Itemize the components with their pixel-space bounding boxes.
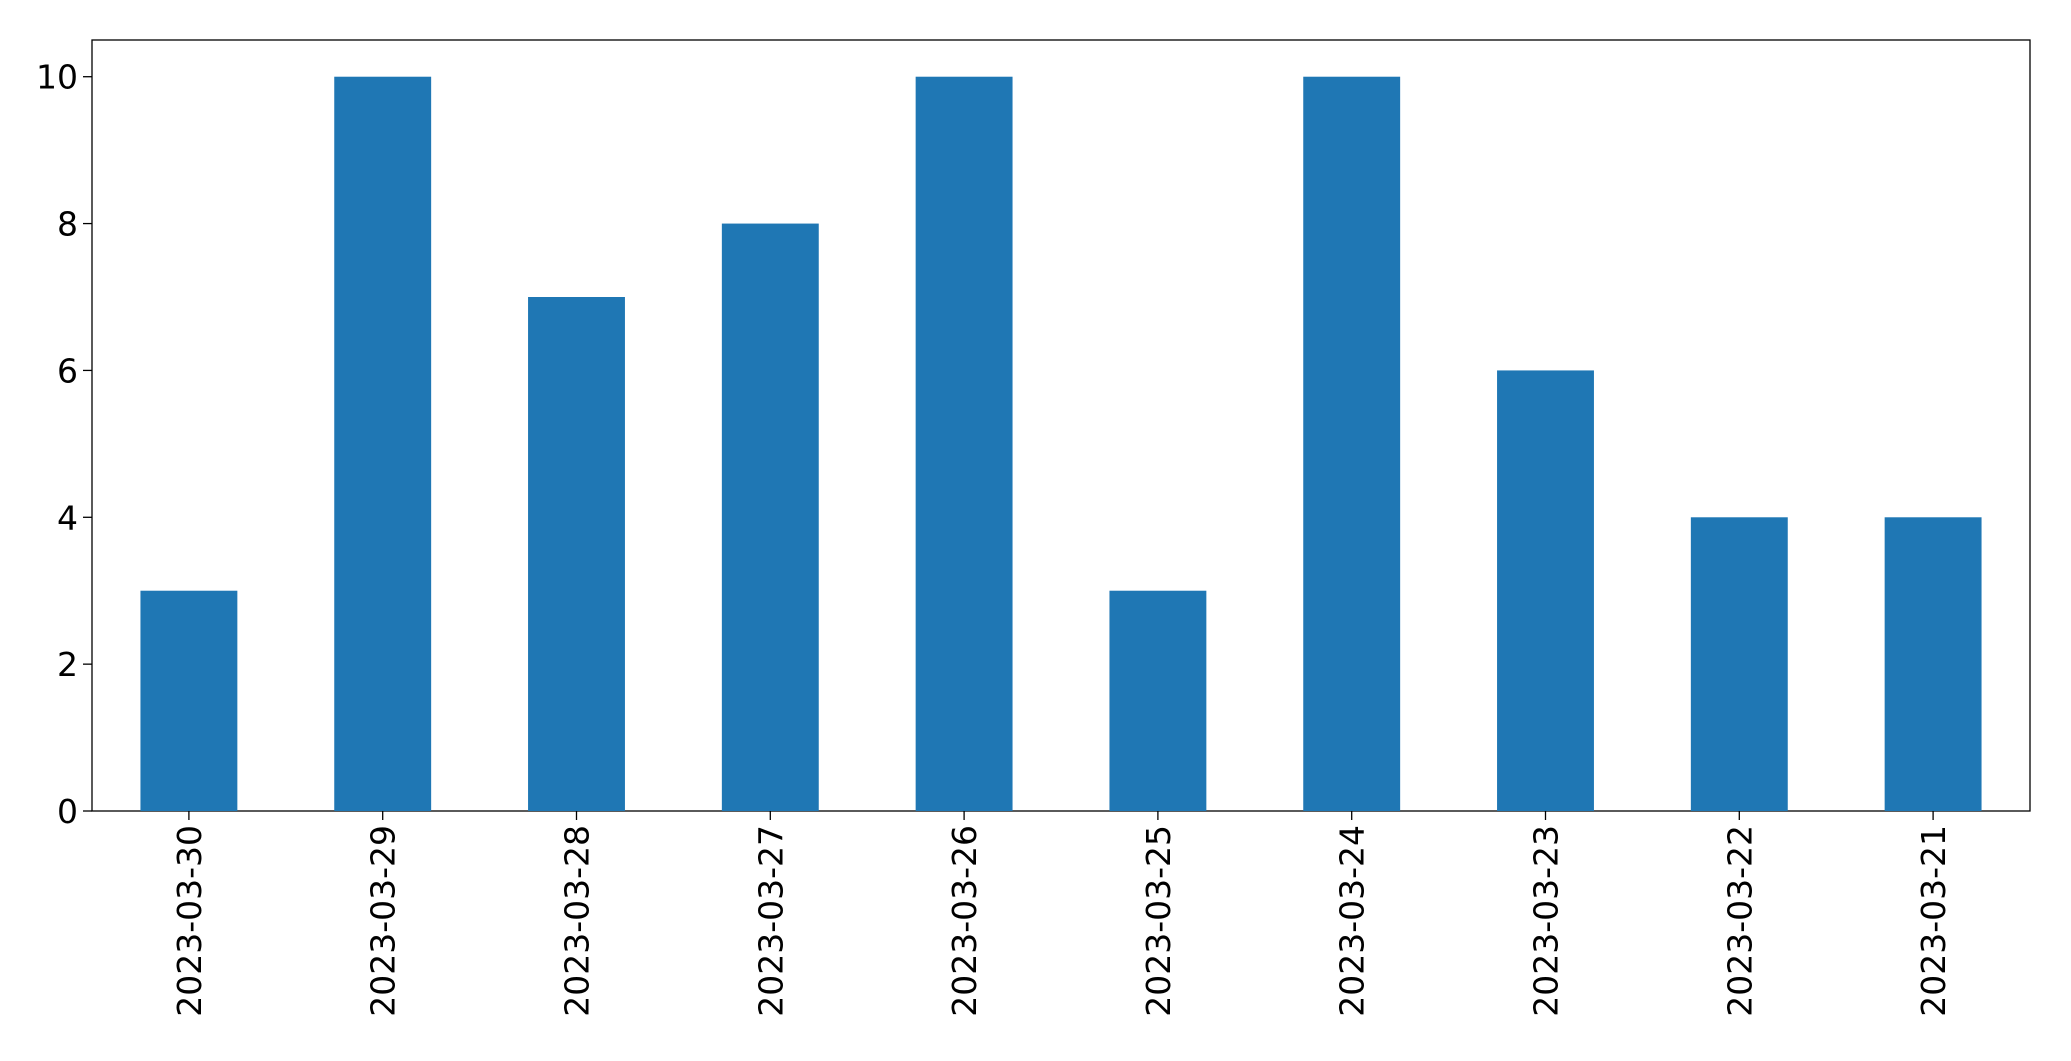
x-tick-label: 2023-03-29 [364, 825, 403, 1017]
x-tick-label: 2023-03-24 [1333, 825, 1372, 1017]
plot-frame [91, 39, 2031, 812]
x-tick-label: 2023-03-26 [945, 825, 984, 1017]
bar [140, 590, 238, 811]
x-tick-label: 2023-03-30 [170, 825, 209, 1017]
x-tick-label: 2023-03-27 [751, 825, 790, 1017]
x-tick-label: 2023-03-22 [1720, 825, 1759, 1017]
bar [915, 76, 1013, 811]
x-tick-label: 2023-03-25 [1139, 825, 1178, 1017]
bar [334, 76, 432, 811]
x-tick-label: 2023-03-21 [1914, 825, 1953, 1017]
y-tick-label: 4 [57, 498, 78, 537]
bar [1109, 590, 1207, 811]
bar [1497, 370, 1594, 811]
bar [1303, 76, 1401, 811]
y-tick-label: 0 [57, 792, 78, 831]
bar [1690, 517, 1788, 811]
y-tick-label: 8 [57, 205, 78, 244]
y-tick-label: 6 [57, 351, 78, 390]
bar [528, 297, 625, 811]
y-tick-label: 10 [36, 58, 78, 97]
y-tick-label: 2 [57, 645, 78, 684]
x-tick-label: 2023-03-28 [558, 825, 597, 1017]
bar [1884, 517, 1982, 811]
x-tick-label: 2023-03-23 [1527, 825, 1566, 1017]
bar [721, 223, 819, 812]
